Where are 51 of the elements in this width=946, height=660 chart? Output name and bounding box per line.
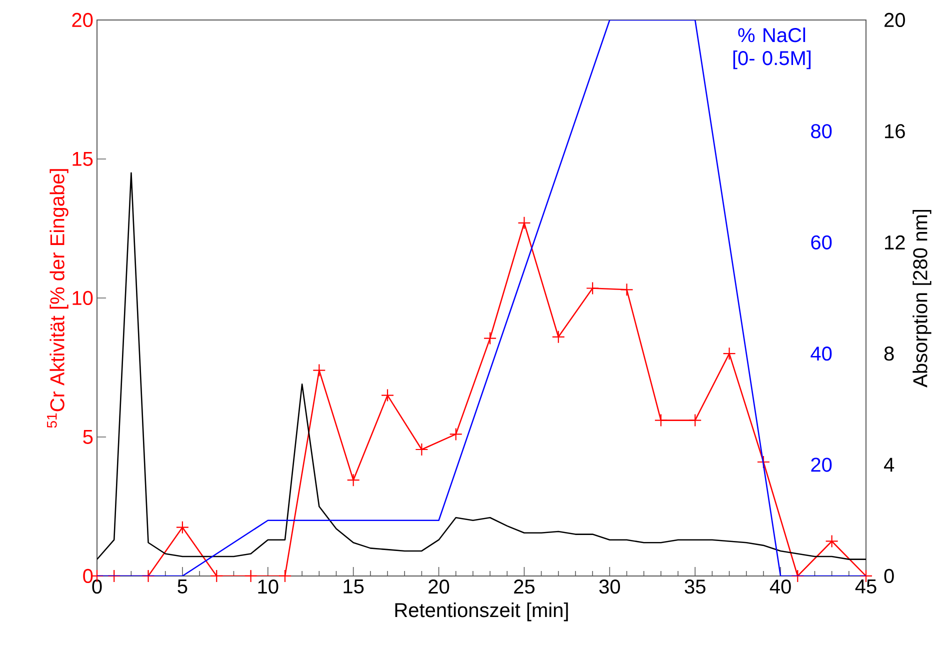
y2-tick-label: 8 bbox=[884, 346, 894, 361]
point bbox=[688, 414, 702, 427]
x-axis-title: Retentionszeit [min] bbox=[395, 602, 568, 622]
point bbox=[620, 283, 634, 296]
y3-axis-title: % NaCl [0- 0.5M] bbox=[733, 28, 811, 70]
x-tick-label: 10 bbox=[258, 580, 278, 594]
y-tick-label: 15 bbox=[72, 152, 93, 166]
y2-tick-label: 4 bbox=[884, 458, 894, 472]
point bbox=[586, 282, 600, 295]
x-tick-label: 30 bbox=[599, 580, 620, 594]
point bbox=[791, 569, 804, 583]
point bbox=[108, 569, 121, 583]
point bbox=[346, 474, 360, 487]
x-tick-label: 25 bbox=[514, 580, 535, 594]
point bbox=[552, 330, 565, 344]
point bbox=[449, 428, 462, 441]
point bbox=[518, 216, 531, 230]
y2-axis-title: Absorption [280 nm] bbox=[912, 210, 932, 388]
point bbox=[142, 569, 155, 583]
y2-tick-label: 16 bbox=[885, 124, 905, 138]
point bbox=[380, 388, 394, 402]
y3-tick-label: 40 bbox=[810, 346, 832, 361]
y2-tick-label: 0 bbox=[884, 568, 894, 584]
y3-tick-label: 80 bbox=[811, 124, 832, 138]
point bbox=[415, 442, 428, 456]
y-axis-title: $^{51}$Cr Aktivität [% der Eingabe] bbox=[47, 169, 68, 428]
x-tick-label: 40 bbox=[770, 580, 791, 594]
x-tick-label: 15 bbox=[344, 580, 364, 594]
x-tick-label: 0 bbox=[92, 580, 102, 594]
point bbox=[825, 534, 838, 548]
x-tick-label: 45 bbox=[855, 580, 876, 594]
x-tick-label: 5 bbox=[178, 580, 188, 594]
x-tick-label: 20 bbox=[428, 580, 450, 594]
point bbox=[483, 332, 497, 345]
point bbox=[278, 569, 292, 583]
y2-tick-label: 20 bbox=[884, 12, 905, 28]
y2-tick-label: 12 bbox=[885, 235, 905, 250]
point bbox=[654, 414, 668, 427]
point bbox=[756, 455, 770, 469]
y3-tick-label: 60 bbox=[811, 235, 832, 250]
point bbox=[176, 520, 189, 534]
point bbox=[210, 569, 224, 583]
x-tick-label: 35 bbox=[684, 580, 706, 594]
y-tick-label: 10 bbox=[72, 290, 93, 306]
y-tick-label: 20 bbox=[72, 12, 93, 28]
point bbox=[722, 347, 736, 360]
y-tick-label: 5 bbox=[83, 430, 93, 444]
point bbox=[312, 364, 326, 377]
y-tick-label: 0 bbox=[83, 568, 93, 584]
point bbox=[244, 569, 258, 583]
y3-tick-label: 20 bbox=[811, 458, 832, 472]
